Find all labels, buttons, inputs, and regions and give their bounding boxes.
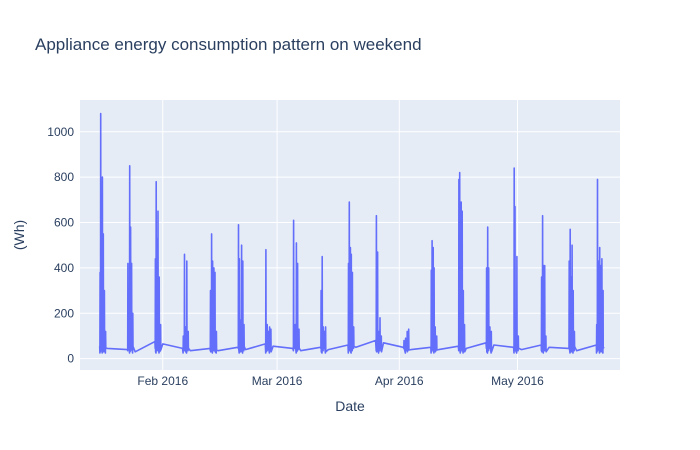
y-tick-label-400: 400 [54, 261, 74, 275]
y-axis-ticks: 0 200 400 600 800 1000 [47, 125, 74, 366]
y-tick-label-800: 800 [54, 170, 74, 184]
y-axis-title: (Wh) [11, 220, 27, 250]
series-line-energy [98, 112, 605, 354]
x-tick-label-2016-02-01: Feb 2016 [137, 374, 188, 388]
series-layer [98, 112, 605, 354]
y-tick-label-0: 0 [67, 352, 74, 366]
x-tick-label-2016-03-01: Mar 2016 [252, 374, 303, 388]
x-axis-ticks: Feb 2016 Mar 2016 Apr 2016 May 2016 [137, 374, 544, 388]
chart-title: Appliance energy consumption pattern on … [35, 35, 422, 54]
y-tick-label-200: 200 [54, 306, 74, 320]
y-tick-label-1000: 1000 [47, 125, 74, 139]
y-tick-label-600: 600 [54, 216, 74, 230]
x-tick-label-2016-05-01: May 2016 [491, 374, 544, 388]
x-axis-title: Date [335, 398, 365, 414]
x-tick-label-2016-04-01: Apr 2016 [375, 374, 424, 388]
